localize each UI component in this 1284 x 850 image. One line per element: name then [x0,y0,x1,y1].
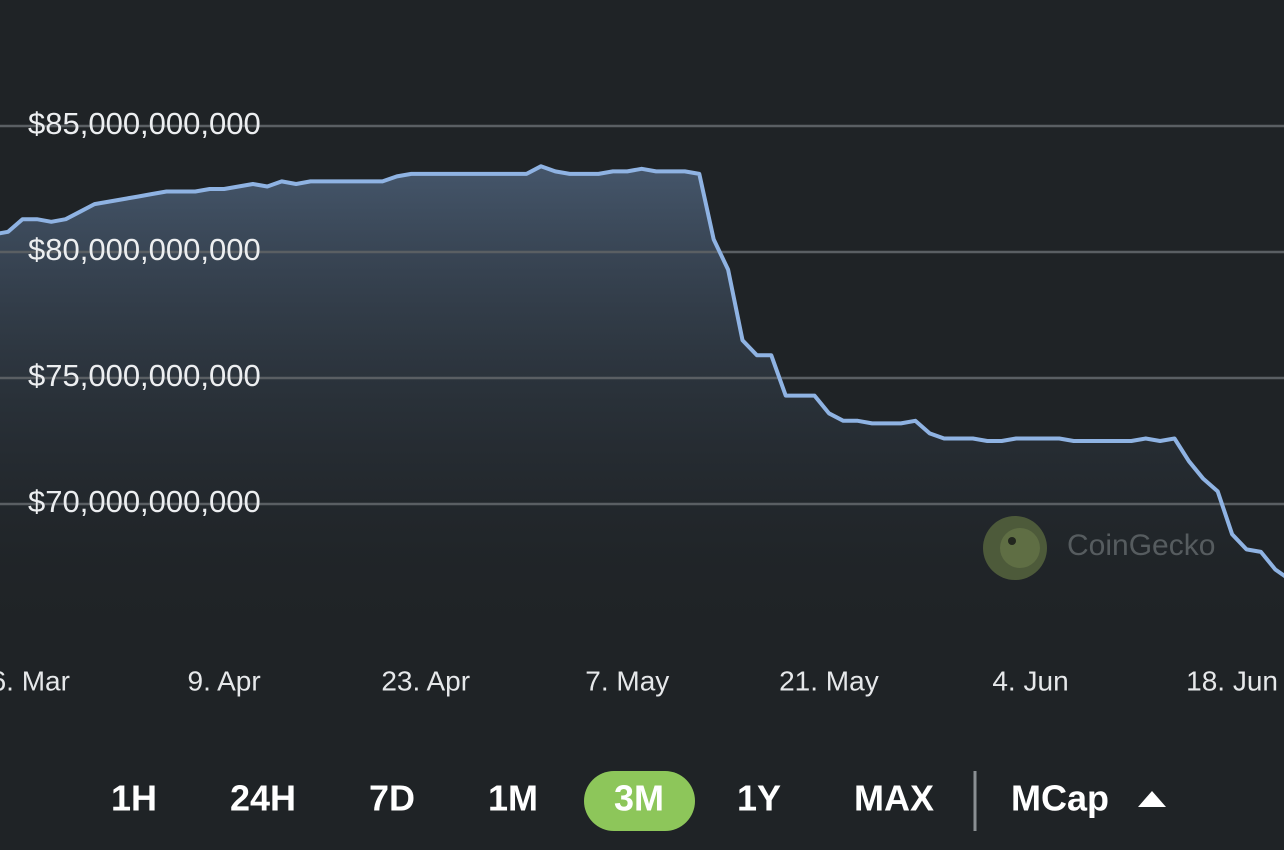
line [0,164,1284,579]
y-tick-label: $75,000,000,000 [28,358,261,393]
x-tick-label: 26. Mar [0,665,70,696]
logo-eye [1008,537,1016,545]
area [0,166,1284,650]
logo-inner [1000,528,1040,568]
y-tick-label: $80,000,000,000 [28,232,261,267]
range-button[interactable]: 1H [111,778,157,819]
controls: MCap 1H 24H 7D 1M 3M 1Y MAX [111,771,1166,831]
range-button[interactable]: 7D [369,778,415,819]
x-tick-label: 4. Jun [992,665,1068,696]
x-tick-label: 21. May [779,665,879,696]
y-tick-label: $85,000,000,000 [28,106,261,141]
range-button[interactable]: 3M [614,778,664,819]
watermark-text: CoinGecko [1067,529,1215,562]
dropdown-icon[interactable] [1138,791,1166,807]
range-button[interactable]: MAX [854,778,934,819]
x-tick-label: 7. May [585,665,669,696]
watermark: CoinGecko [983,516,1215,580]
x-tick-label: 18. Jun [1186,665,1278,696]
range-button[interactable]: 1Y [737,778,781,819]
plot: $85,000,000,000 $80,000,000,000 $75,000,00… [0,106,1284,696]
y-tick-label: $70,000,000,000 [28,484,261,519]
range-button[interactable]: 24H [230,778,296,819]
metric-button[interactable]: MCap [1011,778,1109,819]
range-button[interactable]: 1M [488,778,538,819]
x-tick-label: 9. Apr [188,665,261,696]
x-tick-label: 23. Apr [381,665,470,696]
active-pill [584,771,695,831]
